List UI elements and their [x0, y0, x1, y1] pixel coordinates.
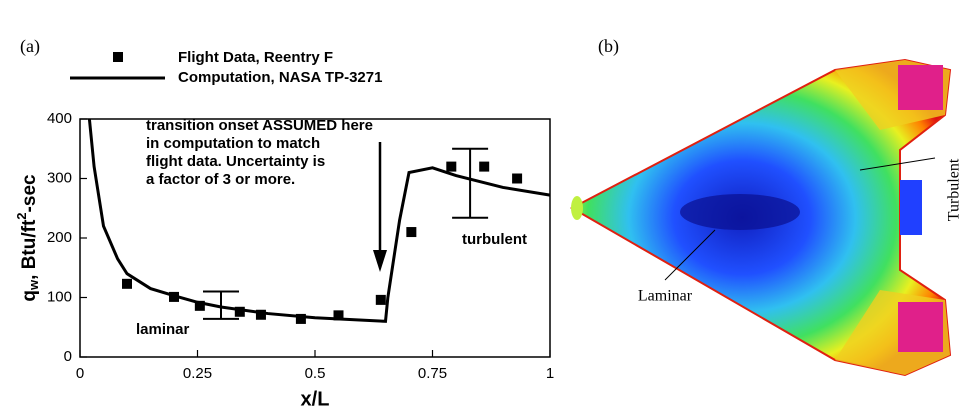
annotation: flight data. Uncertainty is [146, 153, 325, 170]
x-tick-label: 0 [76, 365, 84, 382]
y-label-part: -sec [19, 174, 40, 212]
annotation: laminar [136, 321, 190, 338]
annotation-arrowhead [373, 250, 387, 272]
y-label-part: q [19, 290, 40, 302]
x-tick-label: 1 [546, 365, 554, 382]
data-point [234, 306, 245, 317]
data-point [512, 173, 523, 184]
x-tick-label: 0.5 [305, 365, 326, 382]
y-tick-label: 300 [47, 169, 72, 186]
data-point [122, 278, 132, 289]
annotation: transition onset ASSUMED here [146, 117, 373, 134]
data-point [446, 161, 457, 172]
x-tick-label: 0.25 [183, 365, 212, 382]
data-point [194, 300, 205, 311]
x-tick-label: 0.75 [418, 365, 447, 382]
region-label: Turbulent [946, 158, 963, 221]
y-label-part: 2 [14, 212, 29, 219]
y-label-part: w [26, 279, 41, 291]
data-point [406, 227, 417, 238]
y-label-part: , Btu/ft [19, 219, 40, 280]
data-point [255, 309, 266, 320]
y-tick-label: 200 [47, 229, 72, 246]
y-tick-label: 100 [47, 288, 72, 305]
y-axis-label: qw, Btu/ft2-sec [14, 174, 41, 302]
data-point [375, 294, 386, 305]
y-tick-label: 0 [64, 348, 72, 365]
y-tick-label: 400 [47, 110, 72, 127]
heat-map [569, 58, 952, 377]
data-point [479, 161, 490, 172]
panel-label: (b) [598, 36, 619, 57]
legend-label: Computation, NASA TP-3271 [178, 69, 382, 86]
region-label: Laminar [638, 288, 693, 305]
x-axis-label: x/L [301, 388, 330, 410]
legend-label: Flight Data, Reentry F [178, 49, 333, 66]
panel-label: (a) [20, 36, 40, 57]
data-point [295, 313, 306, 324]
data-point [333, 310, 344, 321]
legend-marker [113, 52, 123, 62]
annotation: turbulent [462, 231, 527, 248]
annotation: in computation to match [146, 135, 320, 152]
annotation: a factor of 3 or more. [146, 171, 295, 188]
computation-line [87, 118, 551, 323]
